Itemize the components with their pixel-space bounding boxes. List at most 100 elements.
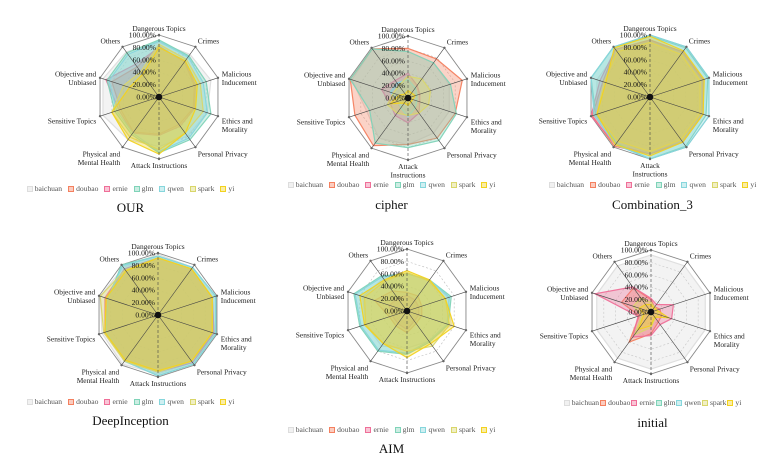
- center-dot: [647, 308, 655, 316]
- axis-vertex: [405, 247, 409, 251]
- legend-item-ernie[interactable]: ernie: [365, 425, 389, 434]
- radar-panel-deepinception: 0.00% 20.00% 40.00% 60.00% 80.00% 100.00% Dang…: [0, 225, 261, 450]
- axis-vertex: [216, 76, 220, 80]
- legend-item-yi[interactable]: yi: [220, 184, 234, 193]
- axis-vertex: [708, 291, 712, 295]
- grid-ring: [602, 47, 698, 147]
- legend-label: spark: [197, 184, 215, 193]
- axis-label-malicious-inducement: Malicious Inducement: [222, 70, 258, 88]
- axis-spoke: [590, 77, 651, 98]
- legend-item-spark[interactable]: spark: [450, 180, 475, 189]
- axis-vertex: [98, 76, 102, 80]
- legend-label: yi: [735, 398, 742, 407]
- legend-item-baichuan[interactable]: baichuan: [548, 180, 585, 189]
- legend-item-ernie[interactable]: ernie: [365, 180, 389, 189]
- legend-item-doubao[interactable]: doubao: [590, 180, 620, 189]
- axis-label-others: Others: [592, 252, 612, 261]
- legend-label: baichuan: [556, 180, 585, 189]
- axes: [589, 33, 711, 161]
- radial-tick-label: 60.00%: [133, 55, 157, 64]
- legend-item-spark[interactable]: spark: [189, 397, 214, 406]
- legend-label: spark: [709, 398, 727, 407]
- radial-tick-label: 100.00%: [378, 32, 406, 41]
- axis-spoke: [406, 310, 444, 362]
- axis-spoke: [650, 311, 688, 363]
- legend-item-yi[interactable]: yi: [742, 180, 756, 189]
- legend-item-glm[interactable]: glm: [394, 425, 414, 434]
- radial-tick-label: 20.00%: [382, 81, 406, 90]
- legend-item-baichuan[interactable]: baichuan: [563, 398, 599, 407]
- axis-vertex: [347, 115, 351, 119]
- axis-label-attack-instructions: Attack Instructions: [391, 162, 426, 180]
- axis-vertex: [369, 359, 372, 363]
- legend-item-glm[interactable]: glm: [394, 180, 414, 189]
- legend-swatch: [329, 181, 336, 188]
- legend-item-qwen[interactable]: qwen: [420, 425, 445, 434]
- legend-item-ernie[interactable]: ernie: [631, 398, 655, 407]
- axis-spoke: [649, 77, 710, 98]
- axis-vertex: [215, 332, 219, 336]
- legend-item-qwen[interactable]: qwen: [159, 397, 184, 406]
- axis-vertex: [120, 363, 123, 367]
- legend-item-yi[interactable]: yi: [481, 425, 495, 434]
- legend-item-spark[interactable]: spark: [450, 425, 475, 434]
- legend-item-baichuan[interactable]: baichuan: [26, 184, 62, 193]
- axis-label-objective-and-unbiased: Objective and Unbiased: [546, 70, 588, 88]
- legend-item-qwen[interactable]: qwen: [681, 180, 706, 189]
- axis-label-crimes: Crimes: [447, 38, 468, 47]
- legend-label: ernie: [112, 397, 128, 406]
- legend-item-yi[interactable]: yi: [220, 397, 234, 406]
- legend-item-doubao[interactable]: doubao: [329, 425, 359, 434]
- legend-item-doubao[interactable]: doubao: [600, 398, 630, 407]
- axis-vertex: [443, 46, 446, 50]
- legend-item-glm[interactable]: glm: [133, 397, 153, 406]
- axis-vertex: [686, 260, 689, 264]
- legend-item-glm[interactable]: glm: [655, 180, 676, 189]
- axis-label-attack-instructions: Attack Instructions: [633, 161, 668, 179]
- legend-item-spark[interactable]: spark: [701, 398, 727, 407]
- axis-spoke: [99, 96, 160, 117]
- legend-label: ernie: [634, 180, 650, 189]
- legend-item-spark[interactable]: spark: [189, 184, 215, 193]
- axis-vertex: [157, 33, 161, 37]
- legend-item-yi[interactable]: yi: [481, 180, 495, 189]
- radial-tick-label: 80.00%: [382, 44, 406, 53]
- legend-item-qwen[interactable]: qwen: [159, 184, 184, 193]
- axis-label-personal-privacy: Personal Privacy: [690, 364, 740, 373]
- legend-item-doubao[interactable]: doubao: [329, 180, 359, 189]
- center-dot: [154, 311, 162, 319]
- legend-item-baichuan[interactable]: baichuan: [26, 397, 62, 406]
- legend-swatch: [329, 426, 336, 433]
- legend-item-baichuan[interactable]: baichuan: [287, 425, 323, 434]
- legend-swatch: [655, 181, 662, 188]
- legend-item-ernie[interactable]: ernie: [104, 184, 128, 193]
- legend-item-baichuan[interactable]: baichuan: [287, 180, 323, 189]
- legend-item-spark[interactable]: spark: [711, 180, 736, 189]
- legend-item-ernie[interactable]: ernie: [626, 180, 650, 189]
- axis-vertex: [685, 145, 688, 149]
- radial-tick-label: 40.00%: [133, 68, 157, 77]
- legend-label: glm: [663, 180, 676, 189]
- chart-title: Combination_3: [612, 197, 693, 212]
- legend-item-qwen[interactable]: qwen: [676, 398, 701, 407]
- axes: [346, 247, 468, 375]
- legend-label: ernie: [373, 180, 389, 189]
- axis-label-ethics-and-morality: Ethics and Morality: [471, 117, 502, 134]
- legend-item-doubao[interactable]: doubao: [68, 184, 98, 193]
- legend-item-ernie[interactable]: ernie: [104, 397, 128, 406]
- axis-label-ethics-and-morality: Ethics and Morality: [222, 116, 253, 133]
- legend-item-yi[interactable]: yi: [727, 398, 741, 407]
- radial-tick-label: 40.00%: [382, 69, 406, 78]
- legend-item-qwen[interactable]: qwen: [420, 180, 445, 189]
- axis-label-physical-and-mental-health: Physical and Mental Health: [326, 363, 369, 381]
- axis-label-sensitive-topics: Sensitive Topics: [540, 331, 589, 340]
- axis-spoke: [649, 96, 687, 148]
- axis-spoke: [614, 261, 652, 313]
- legend-item-glm[interactable]: glm: [655, 398, 675, 407]
- radial-tick-label: 100.00%: [621, 246, 649, 255]
- legend-item-doubao[interactable]: doubao: [68, 397, 98, 406]
- legend-item-glm[interactable]: glm: [133, 184, 153, 193]
- grid-ring: [146, 84, 172, 110]
- axis-spoke: [591, 292, 652, 313]
- axis-label-ethics-and-morality: Ethics and Morality: [714, 331, 745, 349]
